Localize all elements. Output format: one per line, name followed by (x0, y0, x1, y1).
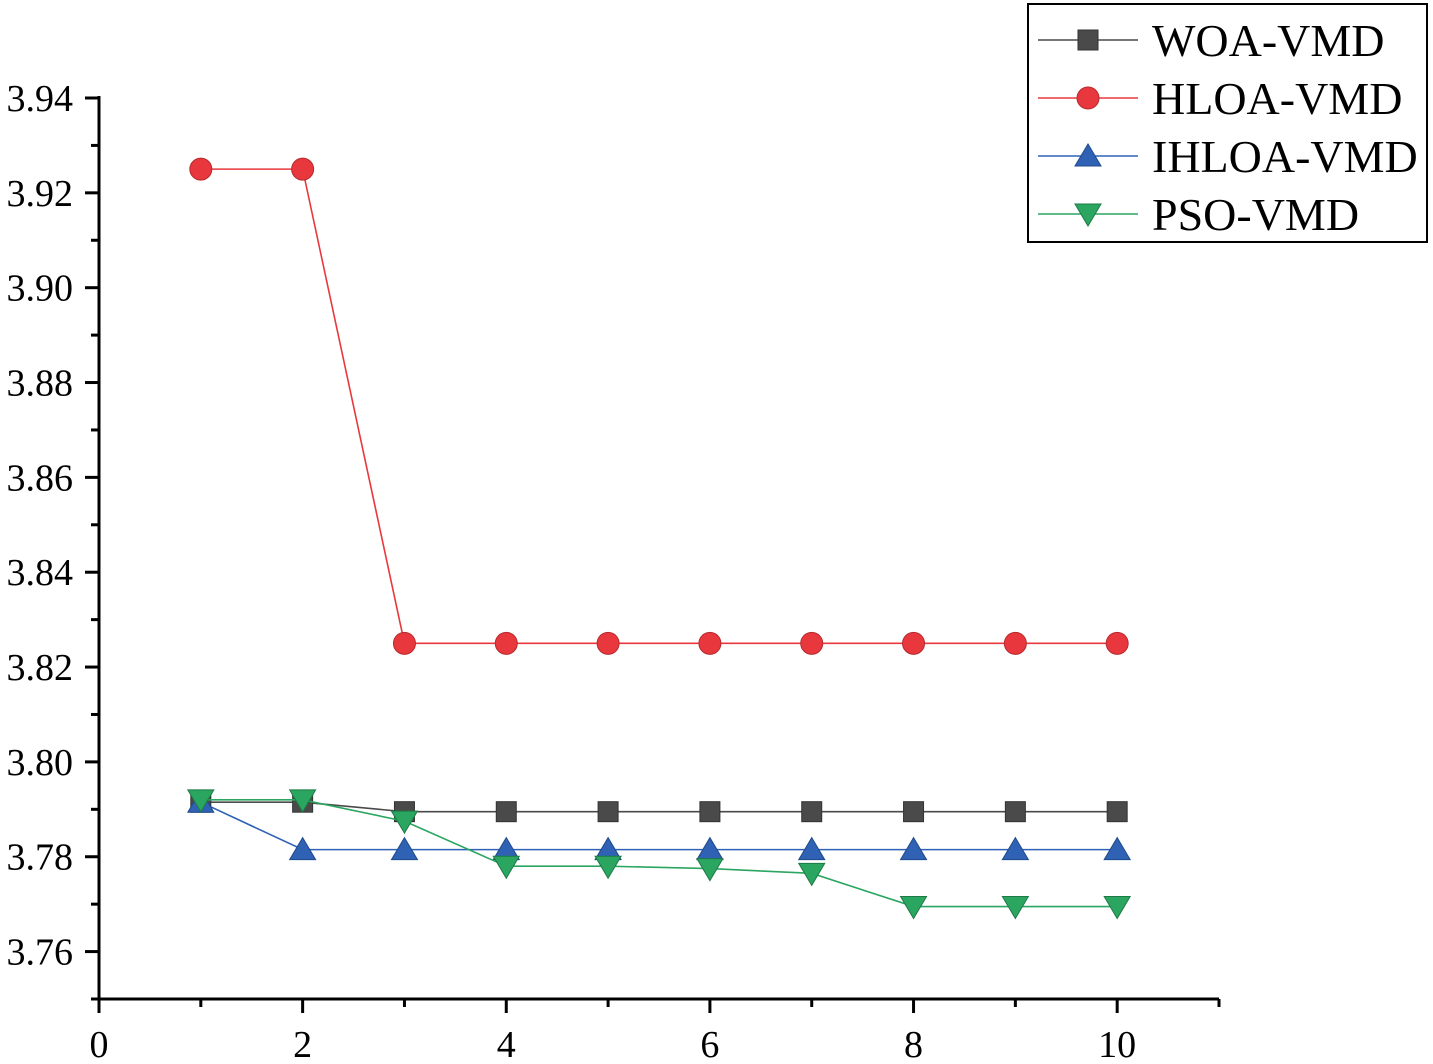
data-point-pso-vmd (1103, 896, 1132, 920)
data-point-hloa-vmd (1105, 631, 1129, 655)
data-point-hloa-vmd (392, 631, 416, 655)
data-point-hloa-vmd (698, 631, 722, 655)
legend-marker-hloa-vmd (1076, 86, 1100, 110)
y-tick-label: 3.82 (7, 647, 74, 689)
data-point-hloa-vmd (291, 157, 315, 181)
data-point-ihloa-vmd (1103, 836, 1132, 861)
legend: WOA-VMD HLOA-VMD IHLOA-VMD PSO-VMD (1027, 3, 1428, 243)
series-woa-vmd (190, 791, 1128, 823)
legend-marker-pso-vmd (1074, 203, 1102, 227)
legend-label-pso-vmd: PSO-VMD (1152, 189, 1359, 240)
data-point-pso-vmd (594, 855, 622, 880)
y-tick-label: 3.76 (7, 932, 74, 974)
data-point-woa-vmd (903, 801, 925, 823)
data-point-ihloa-vmd (899, 836, 928, 861)
x-tick-label: 0 (90, 1024, 109, 1064)
data-point-pso-vmd (186, 789, 215, 813)
y-tick-label: 3.80 (7, 742, 74, 784)
legend-label-ihloa-vmd: IHLOA-VMD (1152, 131, 1418, 182)
data-point-woa-vmd (597, 801, 619, 823)
x-tick-label: 8 (904, 1024, 923, 1064)
series-pso-vmd (186, 789, 1132, 920)
data-point-woa-vmd (699, 801, 721, 823)
data-point-woa-vmd (495, 801, 517, 823)
y-tick-label: 3.84 (7, 552, 74, 594)
series-line-pso-vmd (200, 799, 1118, 908)
data-point-pso-vmd (1001, 896, 1030, 920)
legend-label-hloa-vmd: HLOA-VMD (1152, 73, 1402, 124)
data-point-hloa-vmd (596, 631, 620, 655)
data-point-ihloa-vmd (390, 836, 419, 861)
data-point-woa-vmd (801, 801, 823, 823)
data-point-ihloa-vmd (696, 836, 724, 861)
x-tick-label: 4 (497, 1024, 516, 1064)
data-point-woa-vmd (1004, 801, 1026, 823)
series-line-woa-vmd (200, 801, 1118, 813)
series-layer (186, 157, 1132, 920)
data-point-pso-vmd (899, 896, 928, 920)
y-tick-label: 3.92 (7, 173, 74, 215)
y-tick-label: 3.90 (7, 268, 74, 310)
legend-label-woa-vmd: WOA-VMD (1152, 15, 1385, 66)
data-point-pso-vmd (288, 789, 317, 813)
legend-marker-ihloa-vmd (1074, 143, 1102, 167)
axes: 3.76 3.78 3.80 3.82 3.84 3.86 3.88 3.90 3.92 3.94… (7, 78, 1221, 1064)
x-tick-label: 6 (700, 1024, 719, 1064)
y-tick-label: 3.86 (7, 457, 74, 499)
data-point-hloa-vmd (1003, 631, 1027, 655)
x-tick-label: 2 (293, 1024, 312, 1064)
legend-marker-woa-vmd (1077, 29, 1099, 51)
y-tick-label: 3.78 (7, 837, 74, 879)
data-point-woa-vmd (1106, 801, 1128, 823)
y-tick-label: 3.94 (7, 78, 74, 120)
series-line-hloa-vmd (200, 168, 1118, 645)
series-line-ihloa-vmd (200, 801, 1118, 851)
series-hloa-vmd (189, 157, 1129, 655)
series-ihloa-vmd (186, 789, 1132, 861)
data-point-hloa-vmd (189, 157, 213, 181)
data-point-hloa-vmd (494, 631, 518, 655)
data-point-ihloa-vmd (1001, 836, 1030, 861)
data-point-hloa-vmd (902, 631, 926, 655)
data-point-ihloa-vmd (288, 836, 317, 861)
data-point-ihloa-vmd (797, 836, 826, 861)
y-tick-label: 3.88 (7, 363, 74, 405)
data-point-pso-vmd (390, 810, 419, 835)
data-point-pso-vmd (492, 855, 521, 880)
data-point-pso-vmd (797, 862, 826, 887)
data-point-hloa-vmd (800, 631, 824, 655)
x-tick-label: 10 (1098, 1024, 1136, 1064)
data-point-pso-vmd (696, 858, 724, 882)
